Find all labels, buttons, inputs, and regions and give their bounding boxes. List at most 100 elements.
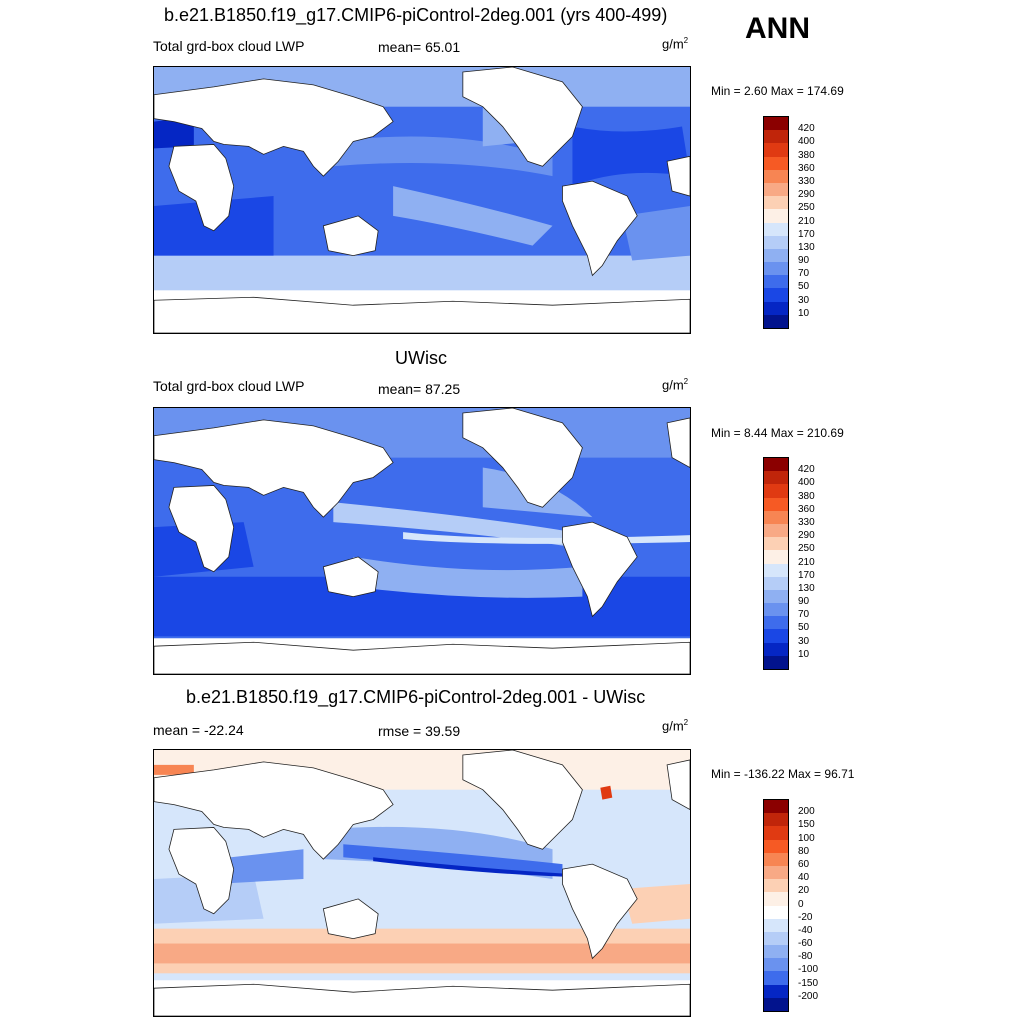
colorbar-tick-label: 10 — [798, 648, 810, 660]
colorbar-swatch — [764, 642, 788, 656]
colorbar-tick-label: 250 — [798, 202, 815, 214]
colorbar-tick-label: 420 — [798, 464, 815, 476]
colorbar-tick-label: 130 — [798, 241, 815, 253]
panel-2-minmax: Min = 8.44 Max = 210.69 — [711, 426, 844, 440]
colorbar-swatch — [764, 458, 788, 472]
colorbar-swatch — [764, 958, 788, 972]
colorbar-tick-label: 50 — [798, 281, 810, 293]
colorbar-swatch — [764, 563, 788, 577]
colorbar-tick-label: 360 — [798, 162, 815, 174]
panel-3-colorbar — [763, 799, 789, 1012]
colorbar-swatch — [764, 301, 788, 315]
colorbar-swatch — [764, 196, 788, 210]
colorbar-tick-label: 420 — [798, 123, 815, 135]
colorbar-tick-label: 0 — [798, 898, 804, 910]
colorbar-swatch — [764, 262, 788, 276]
colorbar-swatch — [764, 616, 788, 630]
colorbar-tick-label: 290 — [798, 189, 815, 201]
colorbar-swatch — [764, 209, 788, 223]
colorbar-tick-label: 400 — [798, 136, 815, 148]
colorbar-tick-label: 290 — [798, 530, 815, 542]
panel-3-mean: mean = -22.24 — [153, 722, 244, 738]
colorbar-tick-label: 170 — [798, 569, 815, 581]
colorbar-swatch — [764, 314, 788, 328]
colorbar-swatch — [764, 905, 788, 919]
colorbar-tick-label: -150 — [798, 977, 819, 989]
colorbar-tick-label: 400 — [798, 477, 815, 489]
colorbar-swatch — [764, 537, 788, 551]
panel-1-mean: mean= 65.01 — [378, 39, 461, 55]
colorbar-swatch — [764, 931, 788, 946]
colorbar-swatch — [764, 826, 788, 840]
colorbar-tick-label: 380 — [798, 149, 815, 161]
colorbar-tick-label: 100 — [798, 832, 815, 844]
colorbar-swatch — [764, 143, 788, 157]
colorbar-tick-label: -200 — [798, 990, 819, 1002]
colorbar-tick-label: 210 — [798, 556, 815, 568]
colorbar-swatch — [764, 865, 788, 880]
panel-1-title: b.e21.B1850.f19_g17.CMIP6-piControl-2deg… — [164, 5, 668, 25]
panel-3-map — [153, 749, 691, 1017]
colorbar-swatch — [764, 984, 788, 998]
colorbar-tick-label: -40 — [798, 924, 813, 936]
panel-1-variable-label: Total grd-box cloud LWP — [153, 38, 305, 54]
colorbar-tick-label: 10 — [798, 307, 810, 319]
colorbar-swatch — [764, 248, 788, 263]
colorbar-swatch — [764, 576, 788, 590]
colorbar-swatch — [764, 130, 788, 144]
panel-2-mean: mean= 87.25 — [378, 381, 461, 397]
colorbar-tick-label: 200 — [798, 806, 815, 818]
colorbar-swatch — [764, 288, 788, 302]
colorbar-tick-label: 50 — [798, 622, 810, 634]
colorbar-swatch — [764, 275, 788, 289]
panel-1-units: g/m2 — [662, 36, 689, 52]
colorbar-tick-label: 80 — [798, 845, 810, 857]
colorbar-swatch — [764, 484, 788, 498]
colorbar-swatch — [764, 497, 788, 511]
colorbar-swatch — [764, 603, 788, 617]
colorbar-tick-label: 20 — [798, 885, 810, 897]
colorbar-tick-label: 150 — [798, 819, 815, 831]
colorbar-swatch — [764, 800, 788, 814]
season-label: ANN — [745, 12, 810, 45]
colorbar-tick-label: 90 — [798, 255, 810, 267]
panel-2-title: UWisc — [395, 348, 447, 368]
panel-3-minmax: Min = -136.22 Max = 96.71 — [711, 767, 855, 781]
colorbar-tick-label: 250 — [798, 543, 815, 555]
colorbar-tick-label: 330 — [798, 175, 815, 187]
colorbar-swatch — [764, 971, 788, 985]
colorbar-swatch — [764, 156, 788, 170]
colorbar-swatch — [764, 550, 788, 564]
colorbar-swatch — [764, 852, 788, 866]
colorbar-swatch — [764, 235, 788, 249]
panel-1-colorbar — [763, 116, 789, 329]
colorbar-tick-label: 30 — [798, 635, 810, 647]
panel-2-units: g/m2 — [662, 377, 689, 393]
colorbar-tick-label: 380 — [798, 490, 815, 502]
colorbar-swatch — [764, 945, 788, 959]
colorbar-tick-label: 40 — [798, 872, 810, 884]
colorbar-tick-label: -60 — [798, 938, 813, 950]
colorbar-tick-label: 70 — [798, 609, 810, 621]
colorbar-swatch — [764, 813, 788, 827]
colorbar-swatch — [764, 629, 788, 643]
panel-3-units: g/m2 — [662, 718, 689, 734]
colorbar-tick-label: 30 — [798, 294, 810, 306]
panel-1-map — [153, 66, 691, 334]
panel-2-map — [153, 407, 691, 675]
colorbar-swatch — [764, 839, 788, 853]
colorbar-tick-label: -80 — [798, 951, 813, 963]
panel-2-variable-label: Total grd-box cloud LWP — [153, 378, 305, 394]
colorbar-swatch — [764, 523, 788, 538]
colorbar-swatch — [764, 471, 788, 485]
colorbar-swatch — [764, 222, 788, 236]
colorbar-tick-label: 70 — [798, 268, 810, 280]
colorbar-tick-label: -20 — [798, 911, 813, 923]
colorbar-swatch — [764, 918, 788, 932]
panel-2-colorbar — [763, 457, 789, 670]
colorbar-swatch — [764, 655, 788, 669]
colorbar-tick-label: -100 — [798, 964, 819, 976]
colorbar-swatch — [764, 510, 788, 524]
colorbar-tick-label: 330 — [798, 516, 815, 528]
panel-3-title: b.e21.B1850.f19_g17.CMIP6-piControl-2deg… — [186, 687, 646, 707]
